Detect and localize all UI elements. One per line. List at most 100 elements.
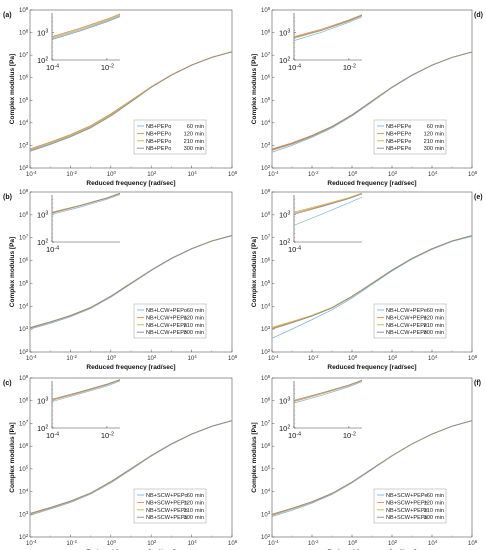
y-tick-label: 109	[261, 188, 271, 196]
inset-x-tick-label: 10-4	[46, 63, 59, 72]
legend-name: NB+SCW+PEPo	[146, 515, 188, 521]
inset-y-tick-label: 103	[37, 28, 48, 37]
y-tick-label: 104	[261, 119, 271, 127]
legend-name: NB+SCW+PEPo	[146, 500, 188, 506]
series-line	[271, 235, 473, 330]
inset-series-line	[294, 14, 362, 37]
y-tick-label: 108	[19, 211, 29, 219]
y-tick-label: 102	[261, 164, 271, 172]
series-line	[271, 420, 473, 515]
x-tick-label: 10-2	[66, 170, 77, 178]
x-tick-label: 10-4	[26, 539, 37, 547]
inset-x-tick-label: 10-2	[343, 63, 356, 72]
legend-time: 120	[184, 131, 193, 137]
legend-unit: min	[435, 315, 444, 321]
y-tick-label: 105	[19, 279, 29, 287]
legend-time: 60	[427, 308, 433, 314]
x-tick-label: 100	[348, 539, 358, 547]
panel-label: (b)	[3, 194, 12, 201]
panel-label: (e)	[474, 194, 483, 201]
x-tick-label: 10-4	[268, 354, 279, 362]
legend-time: 120	[424, 500, 433, 506]
legend-box	[133, 488, 207, 524]
chart-panel: (c) 10-4 10-2 100 102 104 106 102 103 104 105 106 10…	[3, 374, 238, 550]
inset-series-line	[294, 196, 362, 226]
legend-name: NB+LCW+PEPo	[146, 315, 187, 321]
y-axis-label: Complex modulus [Pa]	[9, 422, 16, 492]
legend-unit: min	[195, 500, 204, 506]
inset-y-tick-label: 103	[37, 210, 48, 219]
y-tick-label: 107	[261, 234, 271, 242]
y-tick-label: 102	[261, 533, 271, 541]
legend-time: 210	[424, 139, 433, 145]
legend-time: 210	[424, 323, 433, 329]
x-tick-label: 106	[468, 539, 478, 547]
legend-unit: min	[195, 330, 204, 336]
legend-name: NB+PEPe	[386, 124, 411, 130]
x-tick-label: 10-4	[268, 170, 279, 178]
series-line	[271, 235, 473, 339]
legend-box	[373, 303, 447, 339]
inset-y-tick-label: 102	[279, 238, 290, 247]
legend-name: NB+LCW+PEPo	[146, 308, 187, 314]
inset: 102 103 10-4	[37, 193, 120, 254]
legend-time: 300	[184, 515, 193, 521]
chart-panel: (f) 10-4 10-2 100 102 104 106 102 103 104 105 106 10…	[251, 374, 481, 550]
inset-y-tick-label: 102	[279, 56, 290, 65]
y-tick-label: 103	[261, 141, 271, 149]
inset-series-line	[52, 13, 120, 37]
x-tick-label: 102	[147, 539, 157, 547]
inset-y-tick-label: 102	[279, 424, 290, 433]
inset: 102 103 10-4 10-2	[279, 379, 362, 440]
legend-time: 300	[424, 146, 433, 152]
x-tick-label: 10-2	[66, 354, 77, 362]
legend-unit: min	[195, 308, 204, 314]
legend-time: 60	[187, 124, 193, 130]
inset-x-tick-label: 10-2	[101, 431, 114, 440]
legend-time: 120	[424, 315, 433, 321]
inset-series-line	[294, 193, 362, 215]
series-line	[29, 235, 233, 329]
legend-name: NB+PEPo	[146, 131, 171, 137]
y-tick-label: 109	[19, 188, 29, 196]
x-tick-label: 104	[428, 539, 438, 547]
x-tick-label: 10-2	[308, 354, 319, 362]
y-tick-label: 104	[19, 302, 29, 310]
legend-time: 120	[184, 315, 193, 321]
legend-unit: min	[195, 493, 204, 499]
inset-y-tick-label: 103	[279, 396, 290, 405]
y-tick-label: 106	[19, 74, 29, 82]
y-tick-label: 105	[19, 465, 29, 473]
legend-unit: min	[435, 308, 444, 314]
y-tick-label: 109	[19, 6, 29, 14]
legend-unit: min	[195, 323, 204, 329]
x-tick-label: 104	[428, 170, 438, 178]
x-tick-label: 100	[348, 170, 358, 178]
legend-name: NB+PEPo	[146, 124, 171, 130]
panel-label: (f)	[474, 380, 481, 387]
legend-name: NB+SCW+PEPo	[146, 493, 188, 499]
inset-y-tick-label: 102	[37, 424, 48, 433]
y-tick-label: 102	[19, 164, 29, 172]
x-tick-label: 104	[428, 354, 438, 362]
chart-panel: (d) 10-4 10-2 100 102 104 106 102 103 104 105 106 10…	[251, 6, 483, 187]
inset-series-line	[52, 16, 120, 40]
inset-x-tick-label: 10-4	[288, 245, 301, 254]
x-tick-label: 106	[228, 170, 238, 178]
x-tick-label: 104	[188, 354, 198, 362]
y-tick-label: 103	[19, 510, 29, 518]
inset-series-line	[52, 14, 120, 38]
legend-box	[133, 303, 207, 339]
x-tick-label: 102	[388, 539, 398, 547]
x-tick-label: 100	[107, 170, 117, 178]
x-tick-label: 100	[348, 354, 358, 362]
x-tick-label: 10-2	[308, 539, 319, 547]
x-tick-label: 104	[188, 170, 198, 178]
y-tick-label: 107	[19, 234, 29, 242]
y-tick-label: 109	[19, 374, 29, 382]
legend-time: 60	[427, 124, 433, 130]
